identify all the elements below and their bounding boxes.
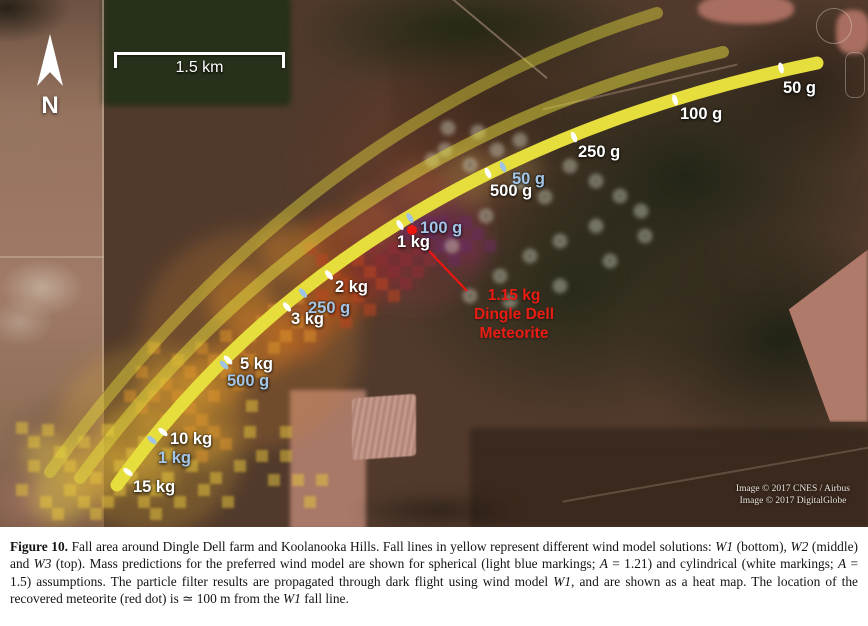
satellite-map: N 1.5 km 1.15 kg Dingle Dell Meteorite Ima… — [0, 0, 868, 527]
terrain-shadow — [352, 492, 522, 527]
cylindrical-mass-marks — [123, 62, 784, 476]
caption-segment: W1 — [283, 590, 301, 606]
white-mass-mark — [223, 355, 233, 365]
white-mass-mark — [324, 270, 334, 280]
blue-mass-mark — [406, 213, 414, 223]
caption-segment: , and are shown as a heat map. The locat… — [10, 573, 858, 606]
terrain-fields-left — [0, 0, 104, 527]
caption-segment: W3 — [33, 556, 52, 572]
white-mass-mark — [158, 427, 168, 437]
blue-mass-mark — [298, 288, 308, 298]
spherical-mass-marks — [147, 161, 507, 445]
white-mass-mark — [778, 62, 784, 74]
blue-mass-mark — [499, 161, 507, 173]
road — [0, 256, 104, 258]
blue-mass-mark — [219, 360, 229, 370]
caption-segment: fall line. — [300, 590, 349, 606]
road — [102, 0, 104, 392]
white-mass-mark — [282, 302, 292, 312]
meteorite-pointer-line — [428, 250, 468, 292]
ground-outline-feature — [845, 52, 865, 98]
fall-line-w2 — [74, 46, 729, 484]
caption-segment: (bottom), — [733, 539, 791, 554]
caption-segment: Fall area around Dingle Dell farm and Ko… — [68, 539, 716, 554]
caption-segment: W1 — [553, 573, 572, 589]
caption-segment: A — [837, 556, 847, 572]
fall-line-w3 — [44, 7, 663, 478]
meteorite-dot — [407, 225, 417, 235]
white-mass-mark — [396, 220, 404, 230]
terrain-pink-field-top — [698, 0, 794, 24]
fall-lines-overlay — [16, 7, 824, 527]
figure-caption: Figure 10. Fall area around Dingle Dell … — [0, 527, 868, 607]
white-mass-mark — [672, 94, 678, 106]
caption-segment: Figure 10. — [10, 539, 68, 554]
caption-segment: A — [599, 556, 608, 572]
heatmap-cell-layer — [16, 216, 496, 520]
white-mass-mark — [484, 167, 492, 179]
terrain-dark-bottomright — [470, 428, 868, 527]
blue-mass-mark — [147, 435, 157, 445]
white-mass-mark — [123, 468, 133, 476]
white-mass-mark — [570, 131, 578, 143]
caption-segment: W2 — [790, 539, 809, 554]
caption-segment: = 1.5) assumptions. The particle filter … — [10, 556, 859, 589]
caption-segment: W1 — [715, 539, 734, 554]
ground-circle-feature — [816, 8, 852, 44]
caption-segment: (top). Mass predictions for the preferre… — [51, 556, 600, 572]
caption-segment: (middle) and — [10, 539, 858, 572]
caption-segment: = 1.21) and cylindrical (white markings; — [607, 556, 838, 572]
